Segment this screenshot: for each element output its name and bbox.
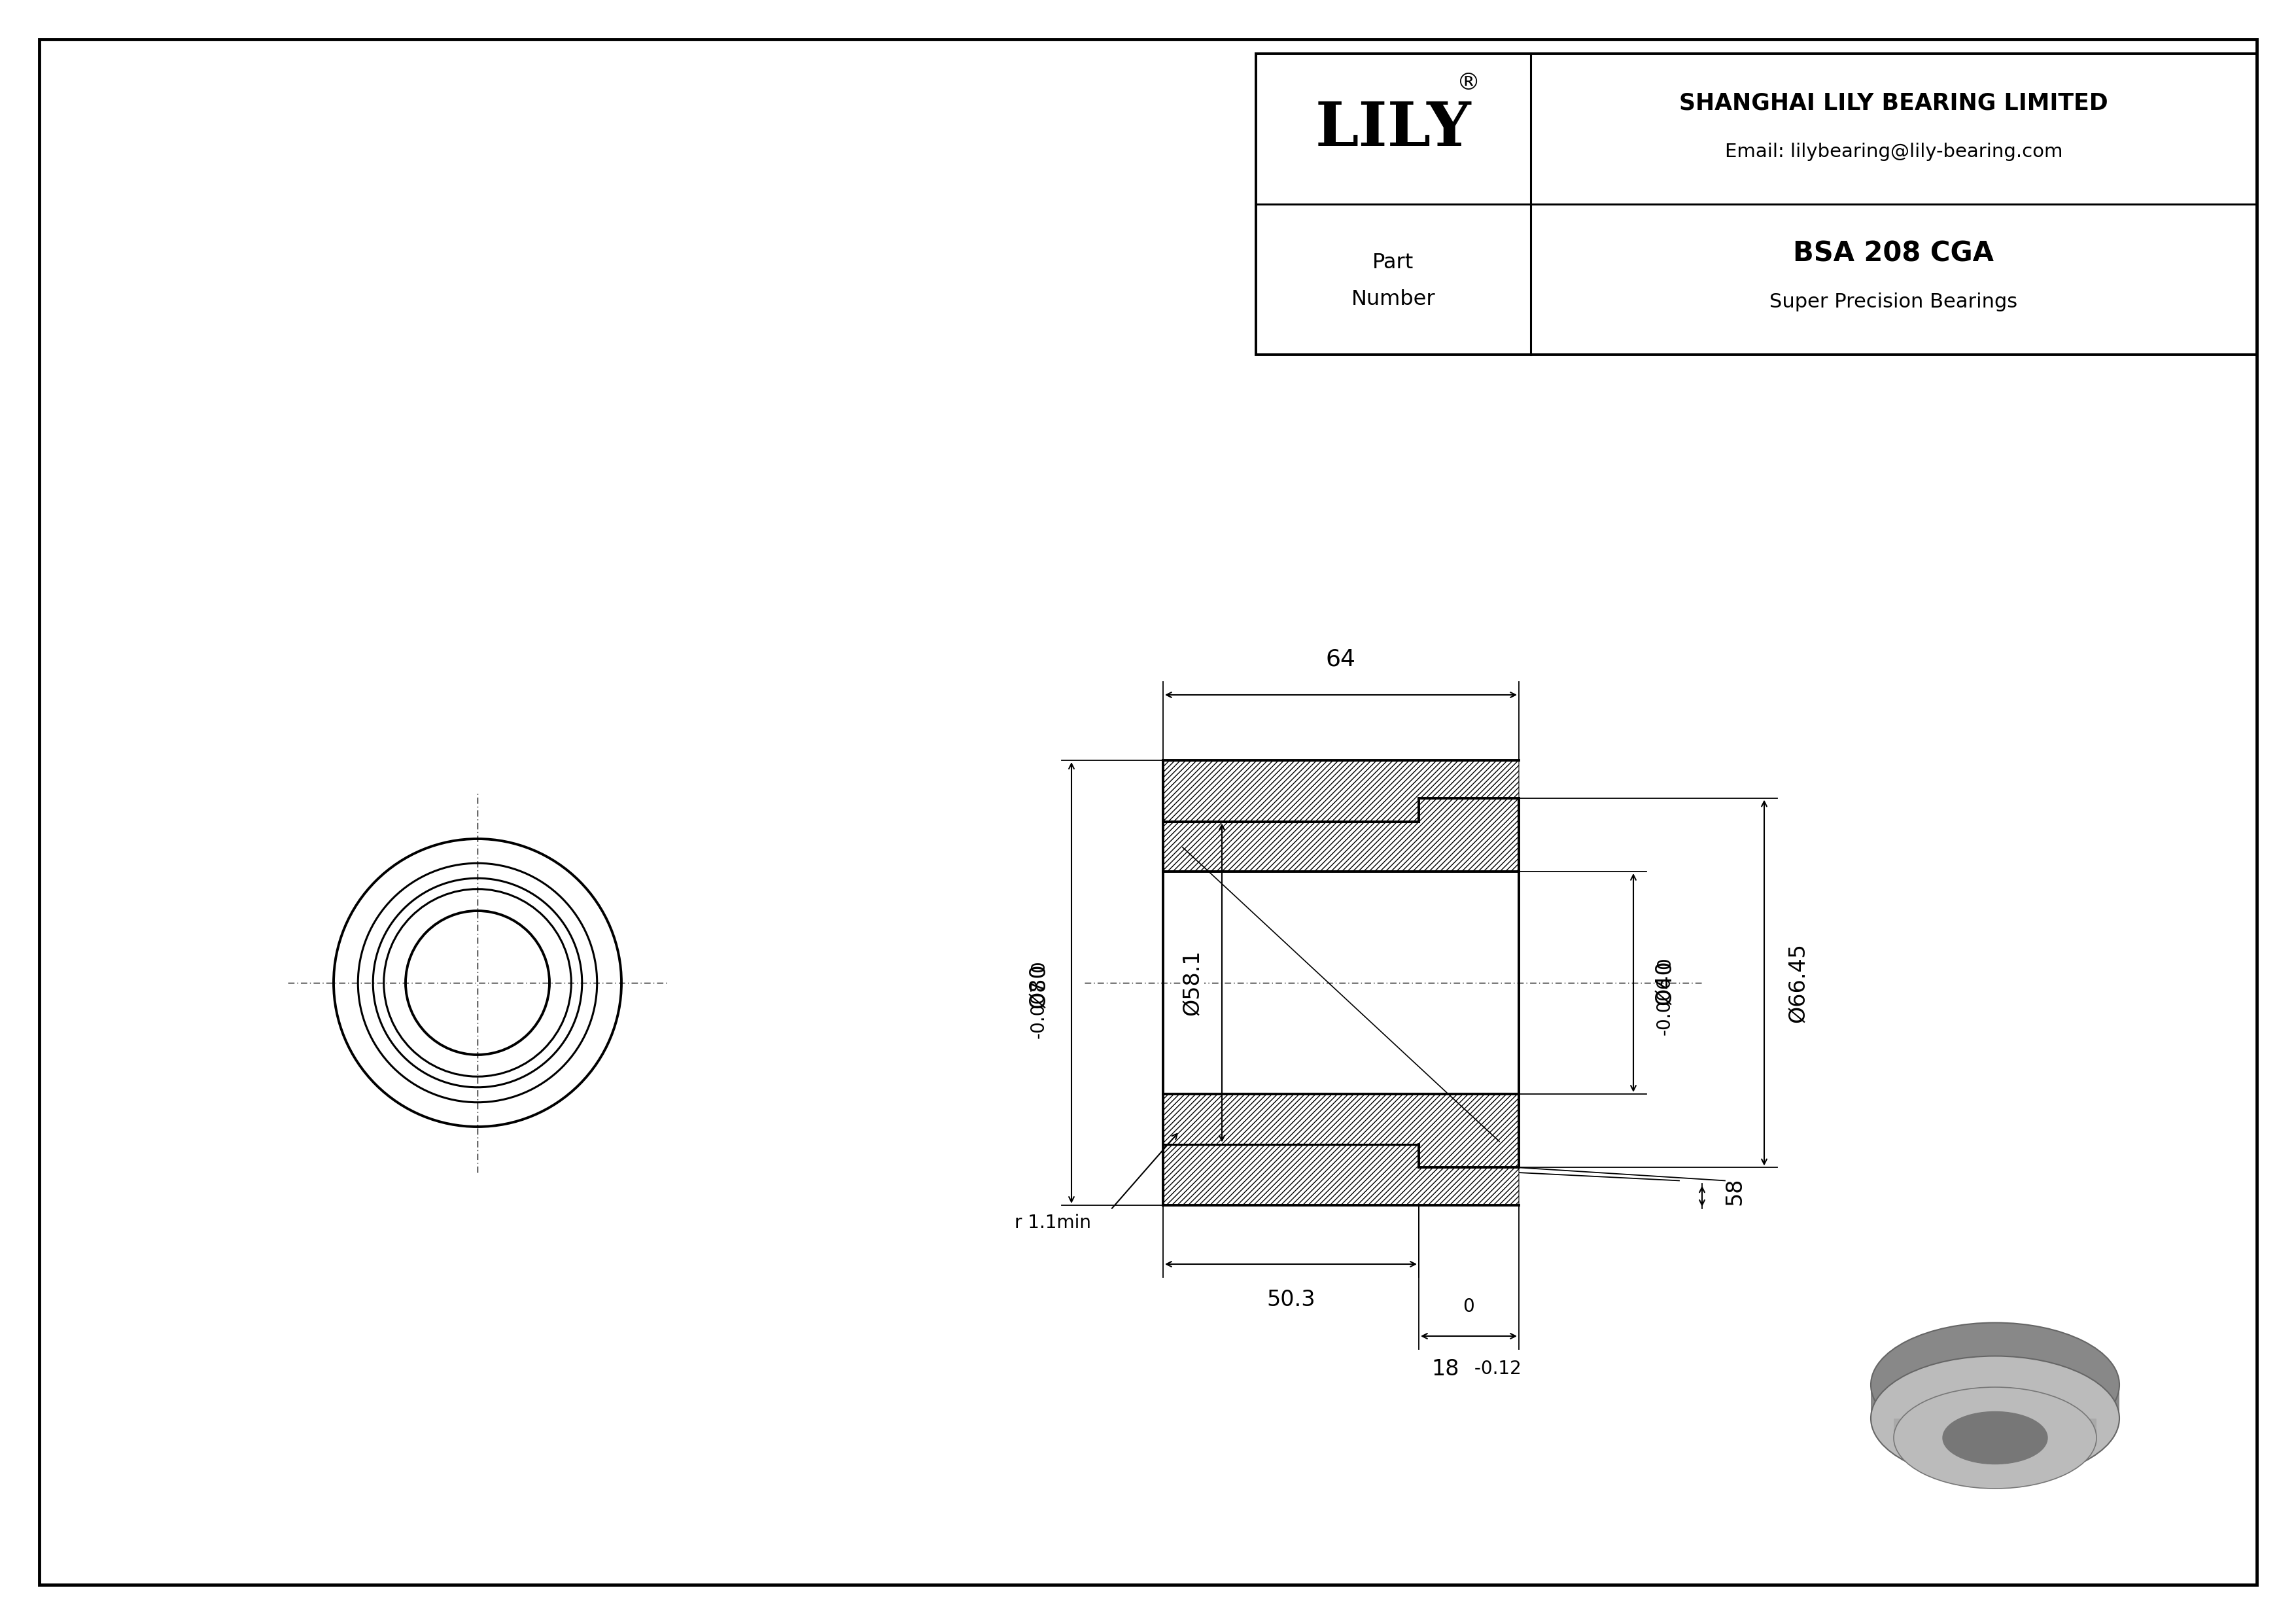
Ellipse shape bbox=[1942, 1392, 2048, 1444]
Ellipse shape bbox=[1942, 1411, 2048, 1463]
Bar bbox=[1256, 54, 2257, 354]
Text: -0.006: -0.006 bbox=[1655, 976, 1674, 1034]
Text: 0: 0 bbox=[1463, 1298, 1474, 1315]
Text: LILY: LILY bbox=[1316, 99, 1472, 159]
Text: Ø40: Ø40 bbox=[1653, 960, 1676, 1005]
Text: -0.12: -0.12 bbox=[1469, 1359, 1522, 1379]
Polygon shape bbox=[1164, 1132, 1520, 1205]
Text: Ø58.1: Ø58.1 bbox=[1182, 950, 1203, 1015]
Text: 58: 58 bbox=[1724, 1177, 1745, 1205]
Text: Super Precision Bearings: Super Precision Bearings bbox=[1770, 292, 2018, 312]
Text: 18: 18 bbox=[1430, 1358, 1458, 1380]
Ellipse shape bbox=[1942, 1359, 2048, 1411]
Text: Ø66.45: Ø66.45 bbox=[1786, 944, 1809, 1023]
Ellipse shape bbox=[1871, 1356, 2119, 1481]
Polygon shape bbox=[1164, 797, 1520, 872]
Text: 0: 0 bbox=[1655, 957, 1674, 970]
Text: Email: lilybearing@lily-bearing.com: Email: lilybearing@lily-bearing.com bbox=[1724, 143, 2062, 161]
Text: 0: 0 bbox=[1029, 961, 1047, 973]
Polygon shape bbox=[1164, 1095, 1520, 1168]
Text: Ø80: Ø80 bbox=[1029, 963, 1049, 1009]
Text: 64: 64 bbox=[1325, 648, 1357, 671]
Ellipse shape bbox=[1894, 1387, 2096, 1489]
Text: Part: Part bbox=[1373, 253, 1414, 273]
Text: SHANGHAI LILY BEARING LIMITED: SHANGHAI LILY BEARING LIMITED bbox=[1678, 91, 2108, 114]
Bar bbox=[1871, 1385, 2119, 1418]
Text: r 1.1min: r 1.1min bbox=[1015, 1213, 1091, 1233]
Text: 50.3: 50.3 bbox=[1267, 1289, 1316, 1311]
Polygon shape bbox=[1164, 760, 1520, 833]
Text: BSA 208 CGA: BSA 208 CGA bbox=[1793, 239, 1995, 266]
Text: ®: ® bbox=[1456, 71, 1481, 94]
Ellipse shape bbox=[1871, 1322, 2119, 1447]
Text: -0.007: -0.007 bbox=[1029, 979, 1047, 1038]
Text: Number: Number bbox=[1352, 289, 1435, 309]
Bar bbox=[1894, 1418, 2096, 1437]
